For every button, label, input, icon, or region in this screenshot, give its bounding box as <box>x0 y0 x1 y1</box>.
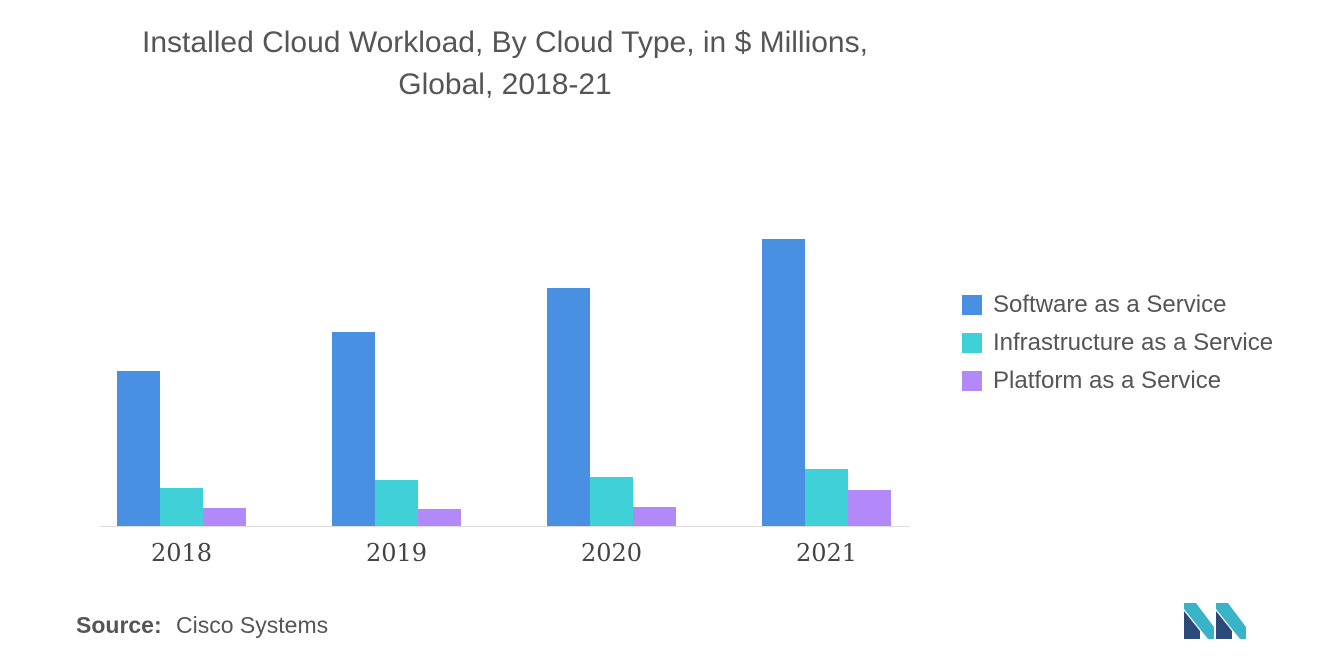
legend-item-software-as-a-service: Software as a Service <box>962 286 1273 324</box>
bar-software-as-a-service-2020 <box>547 288 590 526</box>
bar-platform-as-a-service-2020 <box>633 507 676 526</box>
bar-software-as-a-service-2018 <box>117 371 160 526</box>
bar-chart: 2018 2019 2020 2021 <box>100 239 910 567</box>
bar-infrastructure-as-a-service-2020 <box>590 477 633 526</box>
source-label: Source: <box>76 612 162 638</box>
brand-logo-icon <box>1184 603 1246 639</box>
x-tick-label-2020: 2020 <box>581 539 642 567</box>
x-tick-labels: 2018 2019 2020 2021 <box>151 539 857 567</box>
bar-infrastructure-as-a-service-2018 <box>160 488 203 526</box>
bar-software-as-a-service-2021 <box>762 239 805 526</box>
chart-title: Installed Cloud Workload, By Cloud Type,… <box>60 22 950 106</box>
chart-title-line-1: Installed Cloud Workload, By Cloud Type,… <box>142 26 868 59</box>
bar-platform-as-a-service-2018 <box>203 508 246 526</box>
legend-swatch <box>962 371 982 391</box>
bar-platform-as-a-service-2019 <box>418 509 461 526</box>
bars-group <box>117 239 891 526</box>
legend-swatch <box>962 333 982 353</box>
legend-label: Platform as a Service <box>993 367 1222 394</box>
x-tick-label-2019: 2019 <box>366 539 427 567</box>
source-text: Cisco Systems <box>176 612 329 638</box>
legend-label: Infrastructure as a Service <box>993 329 1274 356</box>
legend-swatch <box>962 295 982 315</box>
chart-title-line-2: Global, 2018-21 <box>398 68 612 101</box>
legend-label: Software as a Service <box>993 291 1227 318</box>
bar-platform-as-a-service-2021 <box>848 490 891 526</box>
x-tick-label-2021: 2021 <box>796 539 857 567</box>
source-note: Source: Cisco Systems <box>76 612 328 639</box>
bar-software-as-a-service-2019 <box>332 332 375 526</box>
legend-item-platform-as-a-service: Platform as a Service <box>962 362 1273 400</box>
legend: Software as a Service Infrastructure as a… <box>962 286 1273 400</box>
bar-infrastructure-as-a-service-2021 <box>805 469 848 526</box>
x-tick-label-2018: 2018 <box>151 539 212 567</box>
bar-infrastructure-as-a-service-2019 <box>375 480 418 526</box>
legend-item-infrastructure-as-a-service: Infrastructure as a Service <box>962 324 1273 362</box>
